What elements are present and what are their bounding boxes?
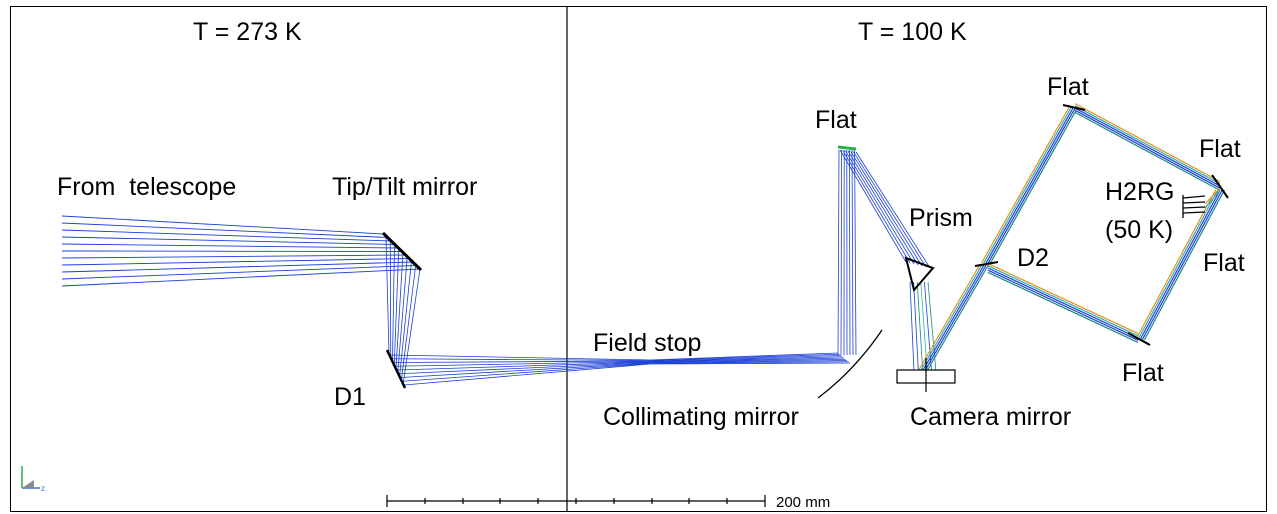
d2-mirror bbox=[974, 261, 999, 267]
label-d2: D2 bbox=[1017, 244, 1049, 272]
label-camera-mirror: Camera mirror bbox=[910, 403, 1071, 431]
label-temp-cold: T = 100 K bbox=[858, 18, 967, 46]
label-d1: D1 bbox=[334, 383, 366, 411]
label-flat-right-upper: Flat bbox=[1199, 135, 1241, 163]
d1-mirror bbox=[385, 349, 407, 389]
axis-indicator-label: z bbox=[41, 484, 45, 493]
collimated-beam-rays bbox=[837, 149, 857, 356]
label-h2rg: H2RG bbox=[1105, 178, 1174, 206]
scale-bar-label: 200 mm bbox=[776, 494, 830, 511]
flat-mirror-top bbox=[1062, 104, 1086, 111]
h2rg-detector bbox=[1182, 195, 1206, 218]
prism-element bbox=[904, 256, 935, 293]
telescope-rays bbox=[61, 215, 421, 287]
camera-loop-rays bbox=[917, 103, 1225, 373]
label-from-telescope: From telescope bbox=[57, 173, 236, 201]
flat-mirror-right-upper bbox=[1211, 174, 1229, 199]
label-collimating-mirror: Collimating mirror bbox=[603, 403, 799, 431]
label-flat-bottom: Flat bbox=[1122, 359, 1164, 387]
diagram-frame bbox=[10, 6, 1267, 512]
label-flat-top: Flat bbox=[1047, 73, 1089, 101]
flat-to-prism-rays bbox=[839, 149, 931, 269]
label-flat-top-left: Flat bbox=[815, 106, 857, 134]
label-flat-right-lower: Flat bbox=[1203, 249, 1245, 277]
label-temp-warm: T = 273 K bbox=[193, 18, 302, 46]
label-field-stop: Field stop bbox=[593, 329, 701, 357]
axis-indicator-icon bbox=[21, 466, 40, 489]
flat-mirror-left bbox=[837, 145, 857, 151]
tip-tilt-mirror bbox=[381, 231, 423, 272]
collimating-mirror bbox=[817, 329, 883, 399]
flat-mirror-bottom bbox=[1127, 332, 1151, 346]
label-prism: Prism bbox=[909, 204, 973, 232]
label-tip-tilt: Tip/Tilt mirror bbox=[332, 173, 477, 201]
scale-bar bbox=[386, 495, 766, 507]
label-h2rg-temp: (50 K) bbox=[1105, 216, 1173, 244]
tiptilt-to-d1-rays bbox=[385, 235, 421, 386]
d1-to-collimator-rays bbox=[390, 352, 851, 386]
